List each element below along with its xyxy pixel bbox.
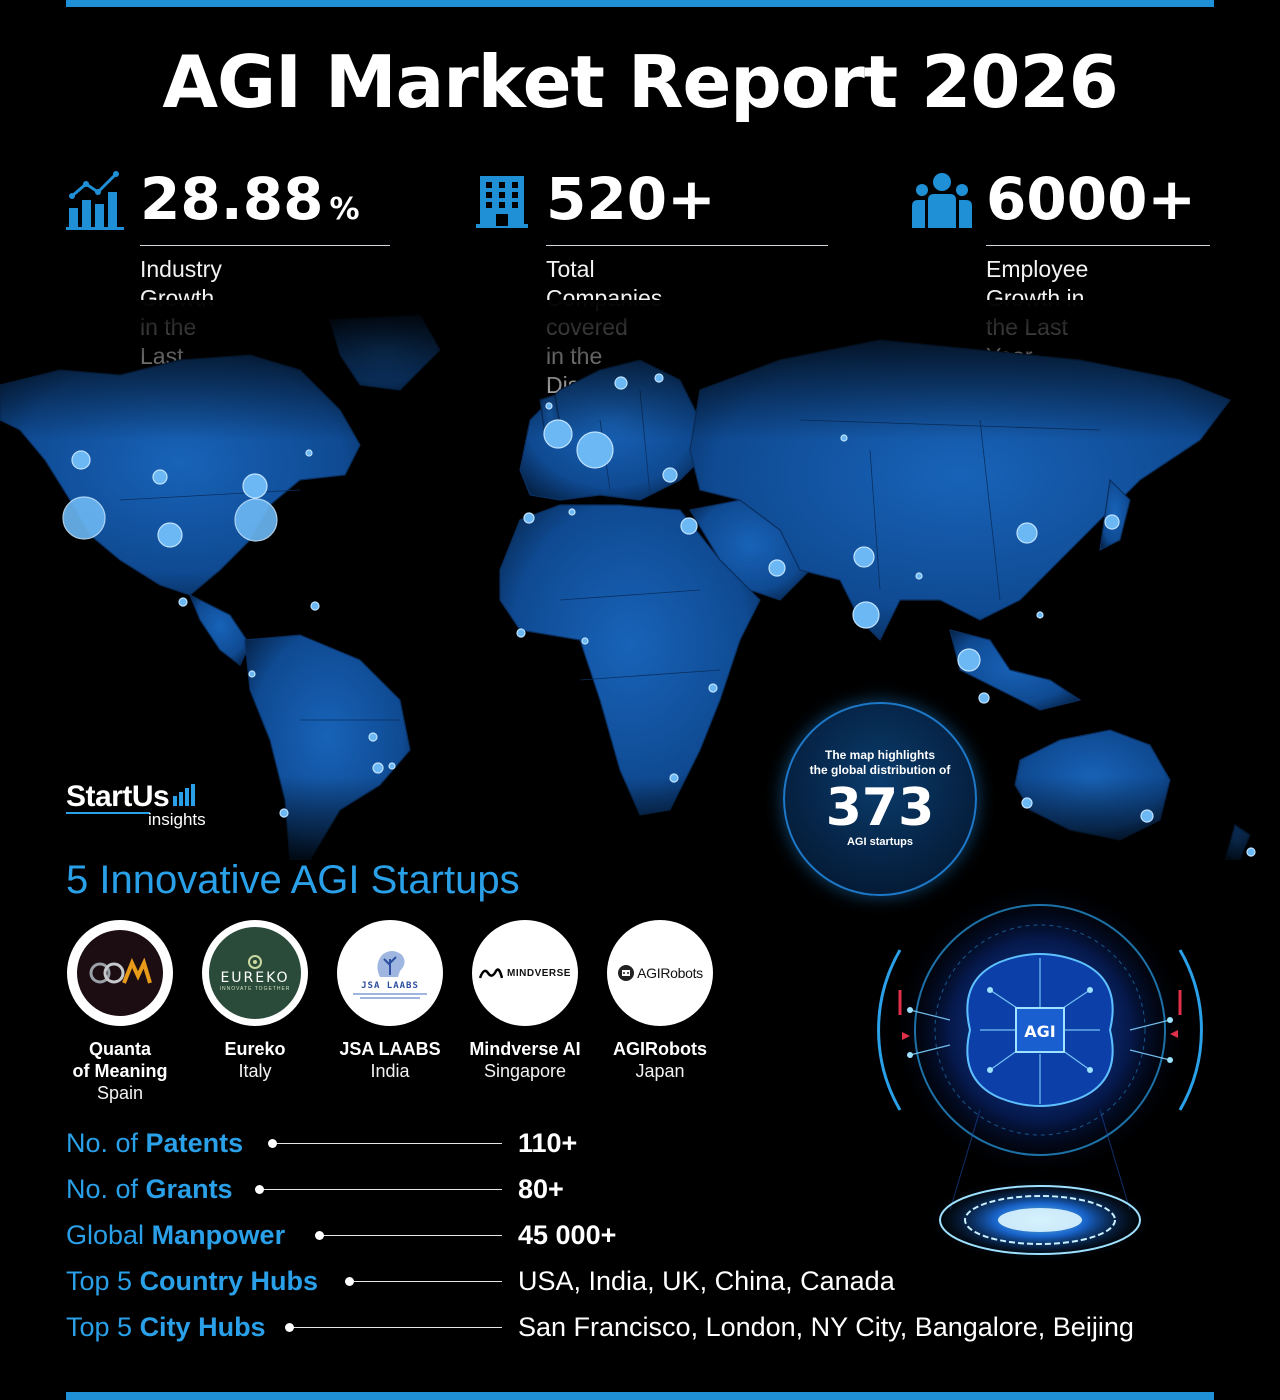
leaf-icon: [248, 955, 262, 969]
startup-country: Japan: [635, 1061, 685, 1081]
startup-card-quanta[interactable]: Quanta of Meaning Spain: [55, 920, 185, 1104]
metric-value: 110+: [518, 1128, 578, 1158]
metric-city-hubs: Top 5 City Hubs San Francisco, London, N…: [66, 1312, 1216, 1352]
section-title: 5 Innovative AGI Startups: [66, 858, 520, 902]
startup-card-jsa[interactable]: JSA LAABS JSA LAABS India: [325, 920, 455, 1082]
metric-value: 45 000+: [518, 1220, 617, 1250]
stat-value: 520+: [546, 165, 716, 233]
badge-subcaption: AGI startups: [846, 836, 913, 848]
top-accent-bar: [66, 0, 1214, 7]
badge-caption: The map highlights the global distributi…: [809, 748, 951, 777]
leader-line: [268, 1139, 502, 1148]
leader-line: [285, 1323, 502, 1332]
leader-line: [345, 1277, 502, 1286]
divider: [546, 245, 828, 246]
building-icon: [476, 176, 528, 228]
bottom-accent-bar: [66, 1392, 1214, 1400]
startup-name: AGIRobots: [613, 1039, 707, 1059]
agi-chip-label: AGI: [1024, 1022, 1055, 1041]
startup-logo: [67, 920, 173, 1026]
metric-label: Top 5 City Hubs: [66, 1312, 266, 1342]
metric-country-hubs: Top 5 Country Hubs USA, India, UK, China…: [66, 1266, 1216, 1306]
agi-brain-illustration: AGI: [877, 880, 1203, 1262]
world-map: [0, 300, 1280, 860]
leader-line: [255, 1185, 502, 1194]
people-icon: [912, 173, 972, 228]
metric-value: San Francisco, London, NY City, Bangalor…: [518, 1312, 1134, 1342]
robot-circle-icon: [618, 965, 635, 981]
agirobots-wordmark: AGIRobots: [637, 965, 703, 981]
leader-line: [315, 1231, 502, 1240]
startup-card-eureko[interactable]: EUREKO INNOVATE TOGETHER Eureko Italy: [190, 920, 320, 1082]
startus-logo: StartUs insights: [66, 780, 206, 829]
metric-patents: No. of Patents 110+: [66, 1128, 1216, 1168]
page-title: AGI Market Report 2026: [162, 40, 1118, 124]
jsa-wordmark: JSA LAABS: [361, 981, 419, 991]
startup-country: Italy: [238, 1061, 272, 1081]
brand-sub: insights: [148, 810, 206, 829]
bars-icon: [173, 784, 197, 811]
metric-manpower: Global Manpower 45 000+: [66, 1220, 1216, 1260]
startup-count-badge: The map highlights the global distributi…: [783, 702, 977, 896]
divider: [986, 245, 1210, 246]
metric-label: No. of Grants: [66, 1174, 233, 1204]
startup-logo: JSA LAABS: [337, 920, 443, 1026]
startup-country: Spain: [96, 1083, 144, 1103]
metric-label: Top 5 Country Hubs: [66, 1266, 319, 1296]
stat-value: 6000+: [986, 165, 1197, 233]
eureko-tagline: INNOVATE TOGETHER: [219, 986, 291, 992]
stat-value: 28.88%: [140, 165, 360, 233]
startup-name: JSA LAABS: [339, 1039, 441, 1059]
startup-name: Quanta of Meaning: [72, 1039, 168, 1081]
startup-name: Eureko: [224, 1039, 286, 1059]
divider: [140, 245, 390, 246]
qom-logo-icon: [77, 930, 163, 1016]
startup-logo: EUREKO INNOVATE TOGETHER: [202, 920, 308, 1026]
startup-logo: AGIRobots: [607, 920, 713, 1026]
metric-label: No. of Patents: [66, 1128, 244, 1158]
startup-card-agirobots[interactable]: AGIRobots AGIRobots Japan: [595, 920, 725, 1082]
startup-logo: MINDVERSE: [472, 920, 578, 1026]
startup-card-mindverse[interactable]: MINDVERSE Mindverse AI Singapore: [460, 920, 590, 1082]
head-tree-icon: [377, 951, 405, 977]
metric-grants: No. of Grants 80+: [66, 1174, 1216, 1214]
startup-name: Mindverse AI: [469, 1039, 581, 1059]
startup-markers: [62, 373, 1256, 857]
metric-value: USA, India, UK, China, Canada: [518, 1266, 895, 1296]
eureko-wordmark: EUREKO: [220, 970, 290, 986]
growth-chart-icon: [66, 171, 124, 230]
badge-number: 373: [825, 778, 935, 838]
mindverse-wordmark: MINDVERSE: [507, 967, 571, 979]
startup-country: India: [370, 1061, 410, 1081]
startup-country: Singapore: [483, 1061, 567, 1081]
metric-label: Global Manpower: [66, 1220, 286, 1250]
wave-icon: [479, 968, 504, 979]
brand-name: StartUs: [66, 780, 170, 813]
metric-value: 80+: [518, 1174, 564, 1204]
